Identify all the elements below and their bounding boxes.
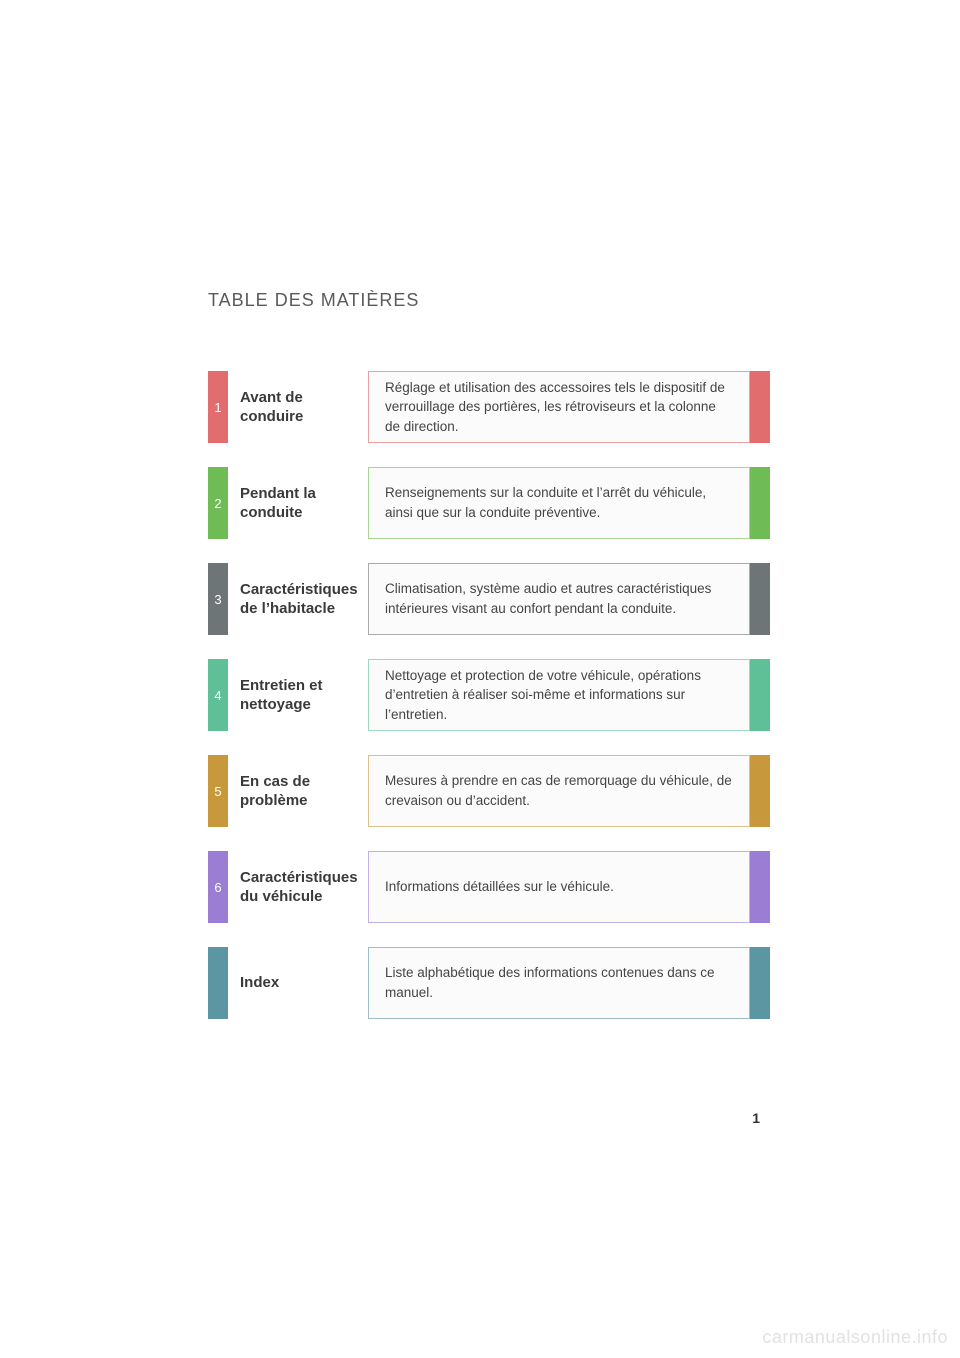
section-title: Index — [228, 947, 368, 1019]
toc-row: 2 Pendant la conduite Renseignements sur… — [208, 467, 770, 539]
section-number-tab: 2 — [208, 467, 228, 539]
toc-row: 4 Entretien et nettoyage Nettoyage et pr… — [208, 659, 770, 731]
section-description: Mesures à prendre en cas de remorquage d… — [368, 755, 750, 827]
section-title: Caractéristiques du véhicule — [228, 851, 368, 923]
section-description: Liste alphabétique des informations cont… — [368, 947, 750, 1019]
section-description: Réglage et utilisation des accessoires t… — [368, 371, 750, 443]
section-description: Climatisation, système audio et autres c… — [368, 563, 750, 635]
section-description: Renseignements sur la conduite et l’arrê… — [368, 467, 750, 539]
section-number-tab — [208, 947, 228, 1019]
toc-row: 6 Caractéristiques du véhicule Informati… — [208, 851, 770, 923]
section-number-tab: 4 — [208, 659, 228, 731]
section-title: En cas de problème — [228, 755, 368, 827]
page-title: TABLE DES MATIÈRES — [208, 290, 770, 311]
section-title: Pendant la conduite — [228, 467, 368, 539]
toc-row: 1 Avant de conduire Réglage et utilisati… — [208, 371, 770, 443]
section-end-tab — [750, 755, 770, 827]
section-title: Caractéristiques de l’habitacle — [228, 563, 368, 635]
section-description: Nettoyage et protection de votre véhicul… — [368, 659, 750, 731]
section-end-tab — [750, 947, 770, 1019]
section-description: Informations détaillées sur le véhicule. — [368, 851, 750, 923]
document-page: TABLE DES MATIÈRES 1 Avant de conduire R… — [0, 0, 960, 1358]
section-title: Avant de conduire — [228, 371, 368, 443]
toc-row: Index Liste alphabétique des information… — [208, 947, 770, 1019]
section-end-tab — [750, 563, 770, 635]
section-number-tab: 6 — [208, 851, 228, 923]
section-number-tab: 5 — [208, 755, 228, 827]
section-number-tab: 3 — [208, 563, 228, 635]
toc-row: 3 Caractéristiques de l’habitacle Climat… — [208, 563, 770, 635]
section-title: Entretien et nettoyage — [228, 659, 368, 731]
section-number-tab: 1 — [208, 371, 228, 443]
section-end-tab — [750, 371, 770, 443]
toc-row: 5 En cas de problème Mesures à prendre e… — [208, 755, 770, 827]
section-end-tab — [750, 659, 770, 731]
watermark-text: carmanualsonline.info — [762, 1327, 948, 1348]
section-end-tab — [750, 467, 770, 539]
page-number: 1 — [752, 1110, 760, 1126]
toc-list: 1 Avant de conduire Réglage et utilisati… — [208, 371, 770, 1019]
section-end-tab — [750, 851, 770, 923]
